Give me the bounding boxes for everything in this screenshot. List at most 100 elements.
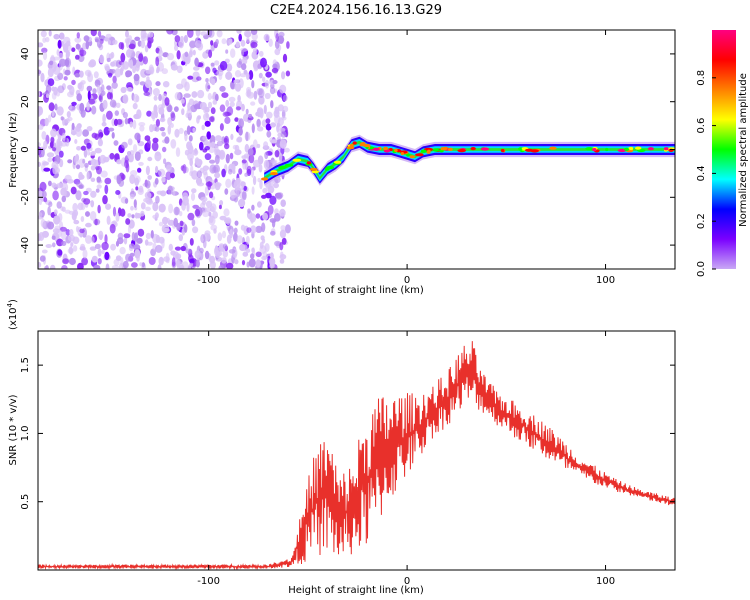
signal-peak-cell <box>409 155 415 159</box>
spectrogram-noise-cell <box>170 250 176 256</box>
spectrogram-noise-cell <box>90 200 95 208</box>
spectrogram-noise-cell <box>264 92 271 100</box>
spectrogram-noise-cell <box>99 54 105 64</box>
spectrogram-noise-cell <box>58 213 63 222</box>
spectrogram-noise-cell <box>263 104 267 115</box>
spectrogram-noise-cell <box>218 204 222 210</box>
spectrogram-noise-cell <box>270 100 274 109</box>
spectrogram-noise-cell <box>146 76 150 82</box>
spectrogram-noise-cell <box>161 176 166 183</box>
signal-peak-cell <box>605 147 609 152</box>
spectrogram-noise-cell <box>234 259 239 265</box>
spectrogram-noise-cell <box>70 242 74 247</box>
spectrogram-noise-cell <box>247 208 251 214</box>
spectrogram-noise-cell <box>194 157 200 165</box>
spectrogram-noise-cell <box>214 135 222 142</box>
spectrogram-noise-cell <box>205 66 211 75</box>
spectrogram-noise-cell <box>274 48 281 56</box>
spectrogram-noise-cell <box>115 190 121 195</box>
spectrogram-noise-cell <box>52 190 59 201</box>
spectrogram-noise-cell <box>106 92 112 100</box>
spectrogram-noise-cell <box>281 71 286 80</box>
spectrogram-noise-cell <box>190 192 196 201</box>
spectrogram-noise-cell <box>118 42 124 50</box>
signal-peak-cell <box>530 149 539 153</box>
spectrogram-noise-cell <box>78 174 85 180</box>
spectrogram-noise-cell <box>255 225 263 233</box>
spectrogram-noise-cell <box>219 123 224 131</box>
spectrogram-noise-cell <box>77 262 84 269</box>
spectrogram-noise-cell <box>96 84 101 94</box>
spectrogram-noise-cell <box>267 204 274 215</box>
snr-x-label: Height of straight line (km) <box>288 585 424 596</box>
spectrogram-noise-cell <box>102 113 106 124</box>
spectrogram-noise-cell <box>50 264 56 269</box>
spectrogram-noise-cell <box>45 93 50 99</box>
spectrogram-noise-cell <box>200 234 206 244</box>
spectrogram-noise-cell <box>106 85 112 90</box>
spectrogram-noise-cell <box>241 49 245 56</box>
spectrogram-noise-cell <box>144 191 152 199</box>
spectrogram-noise-cell <box>180 35 184 43</box>
spectrogram-noise-cell <box>144 79 152 89</box>
spectrogram-noise-cell <box>284 224 291 234</box>
spectrogram-noise-cell <box>41 47 48 53</box>
spectrogram-noise-cell <box>182 164 187 174</box>
spectrogram-noise-cell <box>264 151 269 160</box>
spectrogram-noise-cell <box>83 148 88 158</box>
spectrogram-noise-cell <box>115 240 120 247</box>
spectrogram-noise-cell <box>184 81 190 92</box>
spectrogram-noise-cell <box>47 78 55 87</box>
spectrogram-noise-cell <box>272 79 278 85</box>
spectrogram-noise-cell <box>238 168 243 175</box>
spectrogram-noise-cell <box>61 231 67 241</box>
spectrogram-noise-cell <box>145 69 153 74</box>
spectrogram-noise-cell <box>125 253 132 262</box>
spectrogram-noise-cell <box>159 127 165 132</box>
spectrogram-noise-cell <box>53 209 58 216</box>
spectrogram-noise-cell <box>86 85 93 92</box>
spectrogram-noise-cell <box>147 156 153 162</box>
spectrogram-noise-cell <box>83 35 90 42</box>
spectrogram-noise-cell <box>204 153 212 161</box>
spectrogram-noise-cell <box>251 123 255 134</box>
signal-peak-cell <box>269 172 278 176</box>
spectrogram-noise-cell <box>246 36 250 44</box>
spectrogram-noise-cell <box>38 233 42 242</box>
spectrogram-noise-cell <box>86 126 93 132</box>
spectrogram-noise-cell <box>279 229 287 239</box>
spectrogram-noise-cell <box>275 193 283 200</box>
colorbar-tick-label: 0.2 <box>696 213 707 229</box>
spectrogram-noise-cell <box>142 33 149 38</box>
colorbar-tick-label: 0.0 <box>696 261 707 277</box>
spectrogram-noise-cell <box>46 152 55 158</box>
spectrogram-noise-cell <box>228 168 233 175</box>
spectrogram-noise-cell <box>252 47 258 55</box>
spectrogram-x-tick-label: -100 <box>197 275 220 286</box>
spectrogram-noise-cell <box>102 156 110 163</box>
spectrogram-noise-cell <box>117 232 124 240</box>
spectrogram-noise-cell <box>180 98 185 104</box>
spectrogram-noise-cell <box>210 62 215 67</box>
spectrogram-noise-cell <box>104 177 112 185</box>
spectrogram-noise-cell <box>48 30 52 37</box>
spectrogram-noise-cell <box>246 227 252 234</box>
spectrogram-noise-cell <box>145 206 151 211</box>
signal-peak-cell <box>284 163 294 167</box>
spectrogram-noise-cell <box>111 265 120 269</box>
spectrogram-noise-cell <box>101 241 109 251</box>
spectrogram-noise-cell <box>152 214 158 219</box>
spectrogram-noise-cell <box>129 252 135 257</box>
spectrogram-noise-cell <box>47 157 53 163</box>
spectrogram-noise-cell <box>159 117 166 123</box>
spectrogram-noise-cell <box>125 30 129 38</box>
spectrogram-noise-cell <box>156 190 163 195</box>
spectrogram-noise-cell <box>241 103 245 112</box>
spectrogram-noise-cell <box>265 192 272 199</box>
spectrogram-noise-cell <box>219 60 228 71</box>
spectrogram-noise-cell <box>240 39 246 47</box>
snr-y-label: SNR (10 * v/v) <box>8 394 19 465</box>
spectrogram-noise-cell <box>241 63 247 71</box>
spectrogram-noise-cell <box>146 110 152 117</box>
spectrogram-noise-cell <box>172 190 176 196</box>
